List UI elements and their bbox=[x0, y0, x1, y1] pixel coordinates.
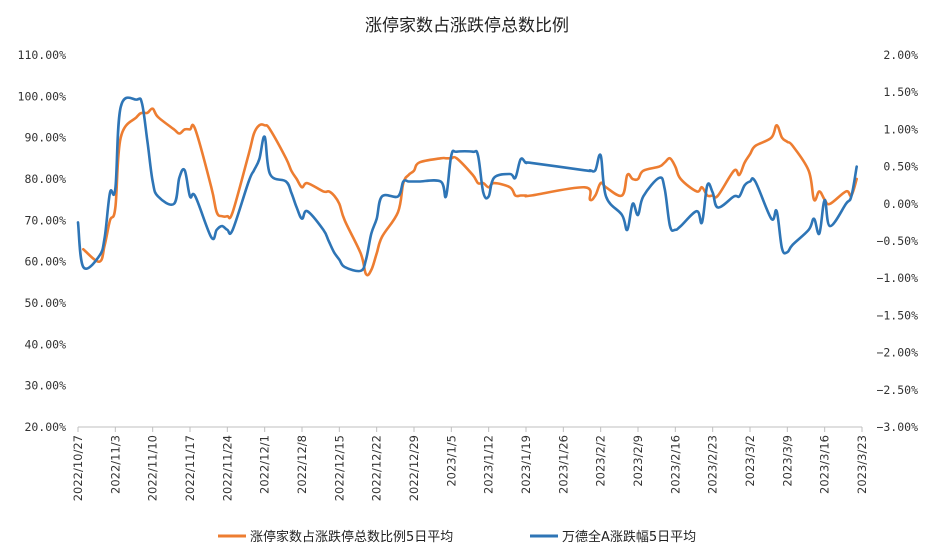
x-tick-label: 2023/3/23 bbox=[855, 435, 869, 494]
right-tick-label: −2.00% bbox=[876, 346, 918, 360]
x-tick-label: 2022/11/17 bbox=[183, 435, 197, 501]
legend-label-ratio: 涨停家数占涨跌停总数比例5日平均 bbox=[250, 529, 453, 545]
x-tick-label: 2023/2/2 bbox=[594, 435, 608, 487]
x-tick-label: 2022/12/8 bbox=[295, 435, 309, 494]
x-tick-label: 2023/3/16 bbox=[818, 435, 832, 494]
x-tick-label: 2022/11/24 bbox=[220, 435, 234, 501]
right-tick-label: −3.00% bbox=[876, 420, 918, 434]
x-tick-label: 2023/3/2 bbox=[743, 435, 757, 487]
right-axis: −3.00% −2.50% −2.00% −1.50% −1.00% −0.50% 0.00… bbox=[876, 48, 918, 434]
right-tick-label: −1.00% bbox=[876, 271, 918, 285]
x-tick-label: 2022/12/1 bbox=[258, 435, 272, 494]
left-tick-label: 100.00% bbox=[18, 89, 67, 103]
x-tick-label: 2023/2/23 bbox=[706, 435, 720, 494]
right-tick-label: 1.00% bbox=[883, 122, 918, 136]
right-tick-label: −2.50% bbox=[876, 383, 918, 397]
x-tick-label: 2023/1/19 bbox=[519, 435, 533, 494]
series-line-wind-a bbox=[76, 96, 858, 273]
right-tick-label: 2.00% bbox=[883, 48, 918, 62]
right-tick-label: −1.50% bbox=[876, 308, 918, 322]
right-tick-label: 1.50% bbox=[883, 85, 918, 99]
chart-title: 涨停家数占涨跌停总数比例 bbox=[365, 16, 569, 36]
left-tick-label: 60.00% bbox=[24, 255, 66, 269]
x-tick-label: 2023/1/12 bbox=[482, 435, 496, 494]
left-tick-label: 20.00% bbox=[24, 420, 66, 434]
x-tick-label: 2023/2/9 bbox=[631, 435, 645, 487]
right-tick-label: −0.50% bbox=[876, 234, 918, 248]
legend-label-wind-a: 万德全A涨跌幅5日平均 bbox=[562, 529, 696, 545]
series-line-ratio bbox=[82, 107, 858, 277]
left-tick-label: 50.00% bbox=[24, 296, 66, 310]
x-tick-label: 2022/11/10 bbox=[146, 435, 160, 501]
x-tick-label: 2023/3/9 bbox=[780, 435, 794, 487]
left-tick-label: 70.00% bbox=[24, 213, 66, 227]
left-tick-label: 30.00% bbox=[24, 379, 66, 393]
x-tick-label: 2022/12/22 bbox=[370, 435, 384, 501]
left-tick-label: 80.00% bbox=[24, 172, 66, 186]
left-axis: 20.00% 30.00% 40.00% 50.00% 60.00% 70.00% 80.0… bbox=[18, 48, 67, 434]
right-tick-label: 0.50% bbox=[883, 160, 918, 174]
series-layer bbox=[76, 96, 858, 277]
left-tick-label: 110.00% bbox=[18, 48, 67, 62]
x-tick-label: 2023/2/16 bbox=[668, 435, 682, 494]
right-tick-label: 0.00% bbox=[883, 197, 918, 211]
x-tick-label: 2022/10/27 bbox=[71, 435, 85, 501]
x-axis: 2022/10/27 2022/11/3 2022/11/10 2022/11/17 2… bbox=[71, 427, 869, 501]
left-tick-label: 40.00% bbox=[24, 337, 66, 351]
x-tick-label: 2022/12/15 bbox=[332, 435, 346, 501]
x-tick-label: 2022/11/3 bbox=[108, 435, 122, 494]
x-tick-label: 2023/1/5 bbox=[444, 435, 458, 487]
x-tick-label: 2022/12/29 bbox=[407, 435, 421, 501]
x-tick-label: 2023/1/26 bbox=[556, 435, 570, 494]
left-tick-label: 90.00% bbox=[24, 131, 66, 145]
legend: 涨停家数占涨跌停总数比例5日平均 万德全A涨跌幅5日平均 bbox=[218, 529, 696, 545]
